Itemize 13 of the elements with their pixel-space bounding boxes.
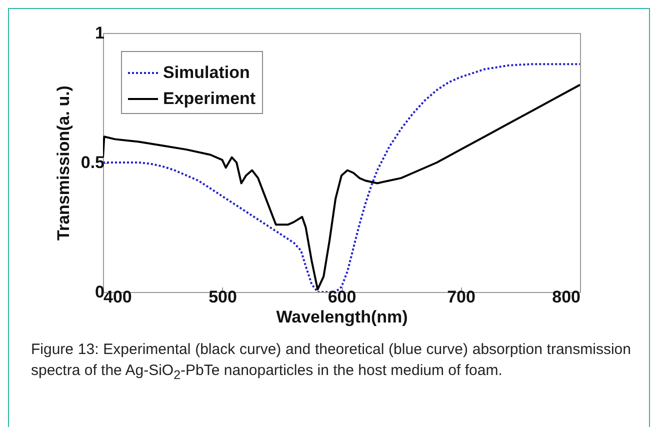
x-axis-title: Wavelength(nm) [276, 308, 408, 326]
y-axis-title: Transmission(a. u.) [54, 86, 73, 240]
x-tick-label: 700 [447, 288, 476, 306]
x-tick-label: 400 [104, 288, 132, 306]
x-tick-label: 600 [328, 288, 356, 306]
legend-label: Simulation [163, 63, 250, 82]
legend-label: Experiment [163, 89, 256, 108]
x-tick-label: 800 [552, 288, 580, 306]
y-tick-label: 0.5 [80, 153, 104, 172]
y-tick-label: 0 [95, 282, 104, 302]
y-tick-label: 1 [95, 24, 104, 42]
caption: Figure 13: Experimental (black curve) and theoretical (blue curve) absorption transmission spectra of the Ag-SiO$_{2}$-PbTe nanoparticles in the host medium of foam. [31, 340, 631, 384]
x-tick-label: 500 [208, 288, 237, 306]
